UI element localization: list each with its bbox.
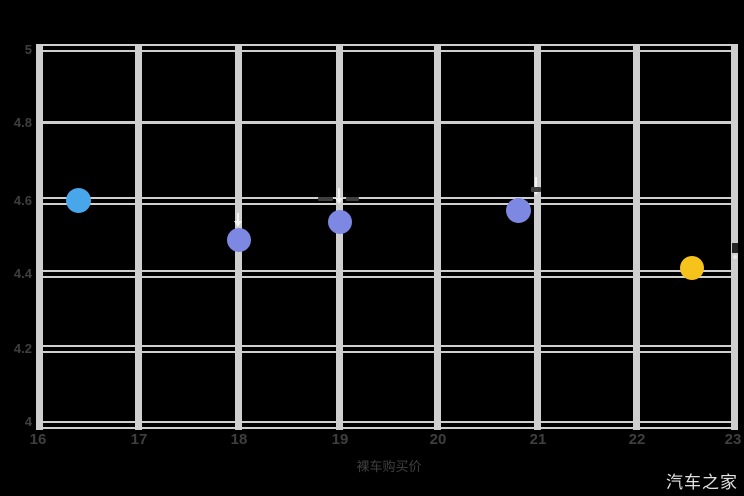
scatter-point-5[interactable] [680,256,704,280]
v-gridline-16 [36,44,43,430]
tiny-label-mark [531,187,541,192]
edge-dot [733,255,737,259]
h-gridline-4.0 [36,421,738,429]
marker-pin-icon [532,177,540,195]
v-gridline-20 [434,44,441,430]
h-gridline-4.4 [36,270,738,278]
h-gridline-4.6 [36,197,738,205]
scatter-point-1[interactable] [66,188,91,213]
y-tick-label: 4 [24,414,32,429]
v-gridline-22 [633,44,640,430]
v-gridline-23 [731,44,738,430]
v-gridline-19 [336,44,343,430]
scatter-point-4[interactable] [506,198,531,223]
marker-pin-icon [335,188,343,204]
x-tick-label: 18 [230,431,248,448]
x-tick-label: 19 [331,431,349,448]
edge-label-mark [732,243,738,253]
scatter-point-2[interactable] [227,228,251,252]
x-tick-label: 23 [724,431,742,448]
y-tick-label: 4.8 [13,115,32,130]
h-gridline-5.0 [36,44,738,52]
y-tick-label: 5 [24,42,32,57]
y-tick-label: 4.6 [13,193,32,208]
v-gridline-21 [534,44,541,430]
x-tick-label: 22 [628,431,646,448]
marker-pin-icon [234,213,242,227]
tiny-label-mark [318,197,333,201]
autohome-watermark: 汽车之家 [666,473,738,492]
h-gridline-4.2 [36,345,738,353]
scatter-point-3[interactable] [328,210,352,234]
tiny-label-mark [346,197,359,201]
x-tick-label: 17 [130,431,148,448]
x-tick-label: 21 [529,431,547,448]
h-gridline-4.8 [36,121,738,124]
x-axis-title: 裸车购买价 [356,459,422,474]
y-tick-label: 4.2 [13,341,32,356]
x-tick-label: 20 [429,431,447,448]
y-tick-label: 4.4 [13,266,32,281]
x-tick-label: 16 [29,431,47,448]
v-gridline-17 [135,44,142,430]
